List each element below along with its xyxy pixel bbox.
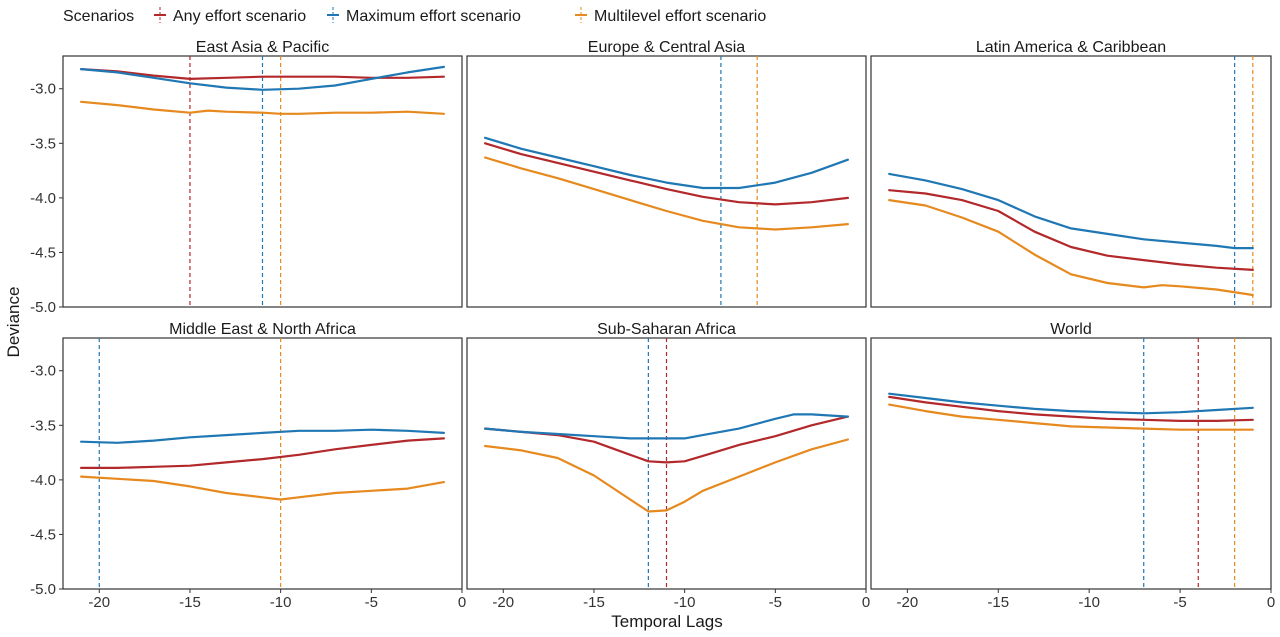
x-tick-label: -15 <box>583 594 605 611</box>
x-tick-label: -10 <box>270 594 292 611</box>
y-tick-label: -3.5 <box>30 135 56 152</box>
x-tick-label: -20 <box>492 594 514 611</box>
panel-title: East Asia & Pacific <box>196 39 329 56</box>
series-line-multi <box>79 475 445 501</box>
legend-label-max: Maximum effort scenario <box>346 8 521 25</box>
series-line-max <box>484 413 850 440</box>
y-tick-label: -3.5 <box>30 417 56 434</box>
x-tick-label: -20 <box>88 594 110 611</box>
series-line-max <box>79 65 445 91</box>
y-tick-label: -5.0 <box>30 299 56 316</box>
x-tick-label: 0 <box>862 594 870 611</box>
legend: Scenarios Any effort scenario Maximum effo… <box>63 7 766 25</box>
panel-0: East Asia & Pacific -5.0 -4.5 -4.0 -3.5 -3.0 <box>30 39 463 316</box>
panel-title: Europe & Central Asia <box>588 39 746 56</box>
x-tick-label: -5 <box>769 594 782 611</box>
y-tick-label: -5.0 <box>30 581 56 598</box>
x-tick-label: -10 <box>674 594 696 611</box>
panel-title: Middle East & North Africa <box>169 321 356 338</box>
x-tick-label: -5 <box>365 594 378 611</box>
x-tick-label: 0 <box>458 594 466 611</box>
panel-3: Middle East & North Africa -5.0 -4.5 -4.0 -3… <box>30 321 466 611</box>
x-axis-title: Temporal Lags <box>611 612 723 631</box>
legend-label-any: Any effort scenario <box>173 8 306 25</box>
series-line-multi <box>888 199 1254 297</box>
y-tick-label: -4.5 <box>30 526 56 543</box>
panel-5: World -20 -15 -10 -5 0 <box>870 321 1275 611</box>
series-line-any <box>79 437 445 469</box>
series-line-max <box>888 392 1254 415</box>
panel-border <box>62 55 463 308</box>
y-tick-label: -4.0 <box>30 472 56 489</box>
x-tick-label: -20 <box>897 594 919 611</box>
series-line-max <box>79 428 445 444</box>
panel-title: Sub-Saharan Africa <box>597 321 736 338</box>
panel-title: Latin America & Caribbean <box>976 39 1166 56</box>
panel-4: Sub-Saharan Africa -20 -15 -10 -5 0 <box>466 321 870 611</box>
x-tick-label: -10 <box>1078 594 1100 611</box>
panel-border <box>62 337 463 590</box>
series-line-multi <box>484 438 850 513</box>
y-tick-label: -3.0 <box>30 81 56 98</box>
series-line-max <box>888 172 1254 250</box>
legend-label-multi: Multilevel effort scenario <box>594 8 766 25</box>
panel-border <box>466 337 867 590</box>
x-tick-label: -15 <box>987 594 1009 611</box>
series-line-any <box>888 189 1254 271</box>
series-line-multi <box>484 156 850 231</box>
series-line-max <box>484 136 850 190</box>
panel-title: World <box>1050 321 1092 338</box>
series-line-multi <box>79 100 445 115</box>
panel-1: Europe & Central Asia <box>466 39 867 308</box>
panel-border <box>870 337 1272 590</box>
legend-title: Scenarios <box>63 8 134 25</box>
series-line-any <box>888 395 1254 422</box>
y-tick-label: -4.5 <box>30 244 56 261</box>
x-tick-label: -15 <box>179 594 201 611</box>
y-axis-title: Deviance <box>4 287 23 358</box>
y-tick-label: -4.0 <box>30 190 56 207</box>
panel-border <box>870 55 1272 308</box>
panel-2: Latin America & Caribbean <box>870 39 1272 308</box>
series-line-any <box>484 142 850 206</box>
x-tick-label: 0 <box>1267 594 1275 611</box>
series-line-multi <box>888 403 1254 431</box>
y-tick-label: -3.0 <box>30 363 56 380</box>
x-tick-label: -5 <box>1173 594 1186 611</box>
